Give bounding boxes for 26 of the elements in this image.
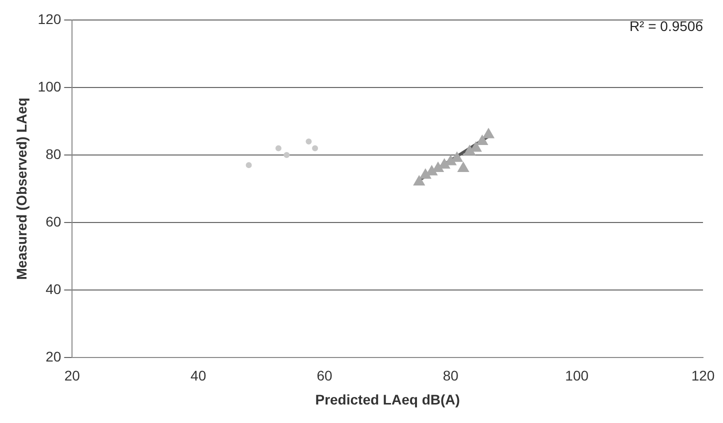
point [482,128,494,138]
y-tick-label: 20 [46,348,62,364]
x-tick-label: 60 [316,368,332,384]
point [470,142,482,152]
y-tick-label: 80 [46,146,62,162]
y-tick-label: 60 [46,213,62,230]
point [306,138,312,144]
y-tick-label: 40 [46,280,62,297]
x-tick-label: 80 [442,368,459,384]
x-tick-label: 120 [691,368,715,384]
point [438,158,450,169]
x-tick-label: 20 [64,368,80,384]
point [426,165,438,176]
point [284,152,290,158]
x-tick-label: 40 [190,368,206,384]
y-axis-title: Measured (Observed) LAeq [13,98,30,280]
point [312,145,318,152]
y-tick-label: 100 [38,78,62,94]
annotation: R² = 0.9506 [629,18,703,34]
point [275,145,282,152]
point [458,162,469,172]
y-tick-label: 120 [38,10,62,27]
x-axis-title: Predicted LAeq dB(A) [315,391,460,408]
x-tick-label: 100 [565,368,589,384]
point [413,175,425,186]
point [476,134,488,145]
